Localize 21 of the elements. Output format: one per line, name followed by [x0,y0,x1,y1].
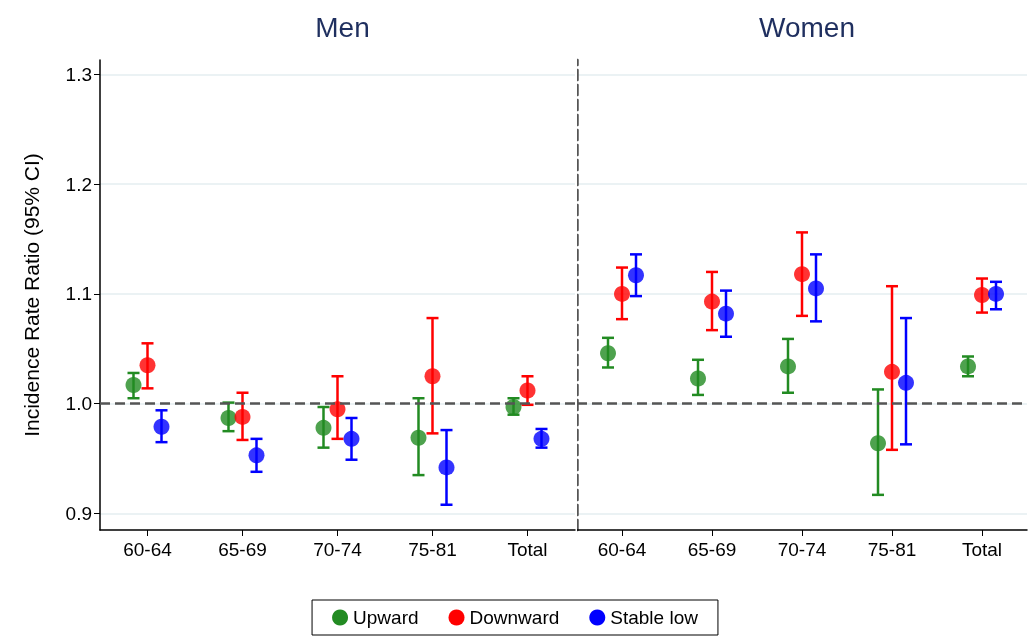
chart-title: Women [759,11,855,43]
chart-title: Men [315,11,370,43]
x-tick-label: 70-74 [777,539,827,560]
legend-label: Upward [353,607,419,628]
x-tick-label: 65-69 [687,539,737,560]
y-tick-label: 1.1 [65,283,92,305]
y-tick-label: 1.0 [65,393,92,415]
legend-label: Downward [469,607,560,628]
x-tick-label: 65-69 [218,539,267,560]
x-tick-label: 75-81 [867,539,917,560]
x-tick-label: 60-64 [597,539,647,560]
x-tick-label: 75-81 [408,539,457,560]
y-tick-label: 1.2 [65,173,92,195]
x-tick-label: 70-74 [313,539,363,560]
x-tick-label: Total [961,539,1003,560]
x-tick-label: Total [507,539,548,560]
y-tick-label: 0.9 [65,503,92,525]
y-axis-title: Incidence Rate Ratio (95% CI) [20,153,43,437]
y-tick-label: 1.3 [65,63,92,85]
x-tick-label: 60-64 [123,539,173,560]
legend-label: Stable low [610,607,699,628]
